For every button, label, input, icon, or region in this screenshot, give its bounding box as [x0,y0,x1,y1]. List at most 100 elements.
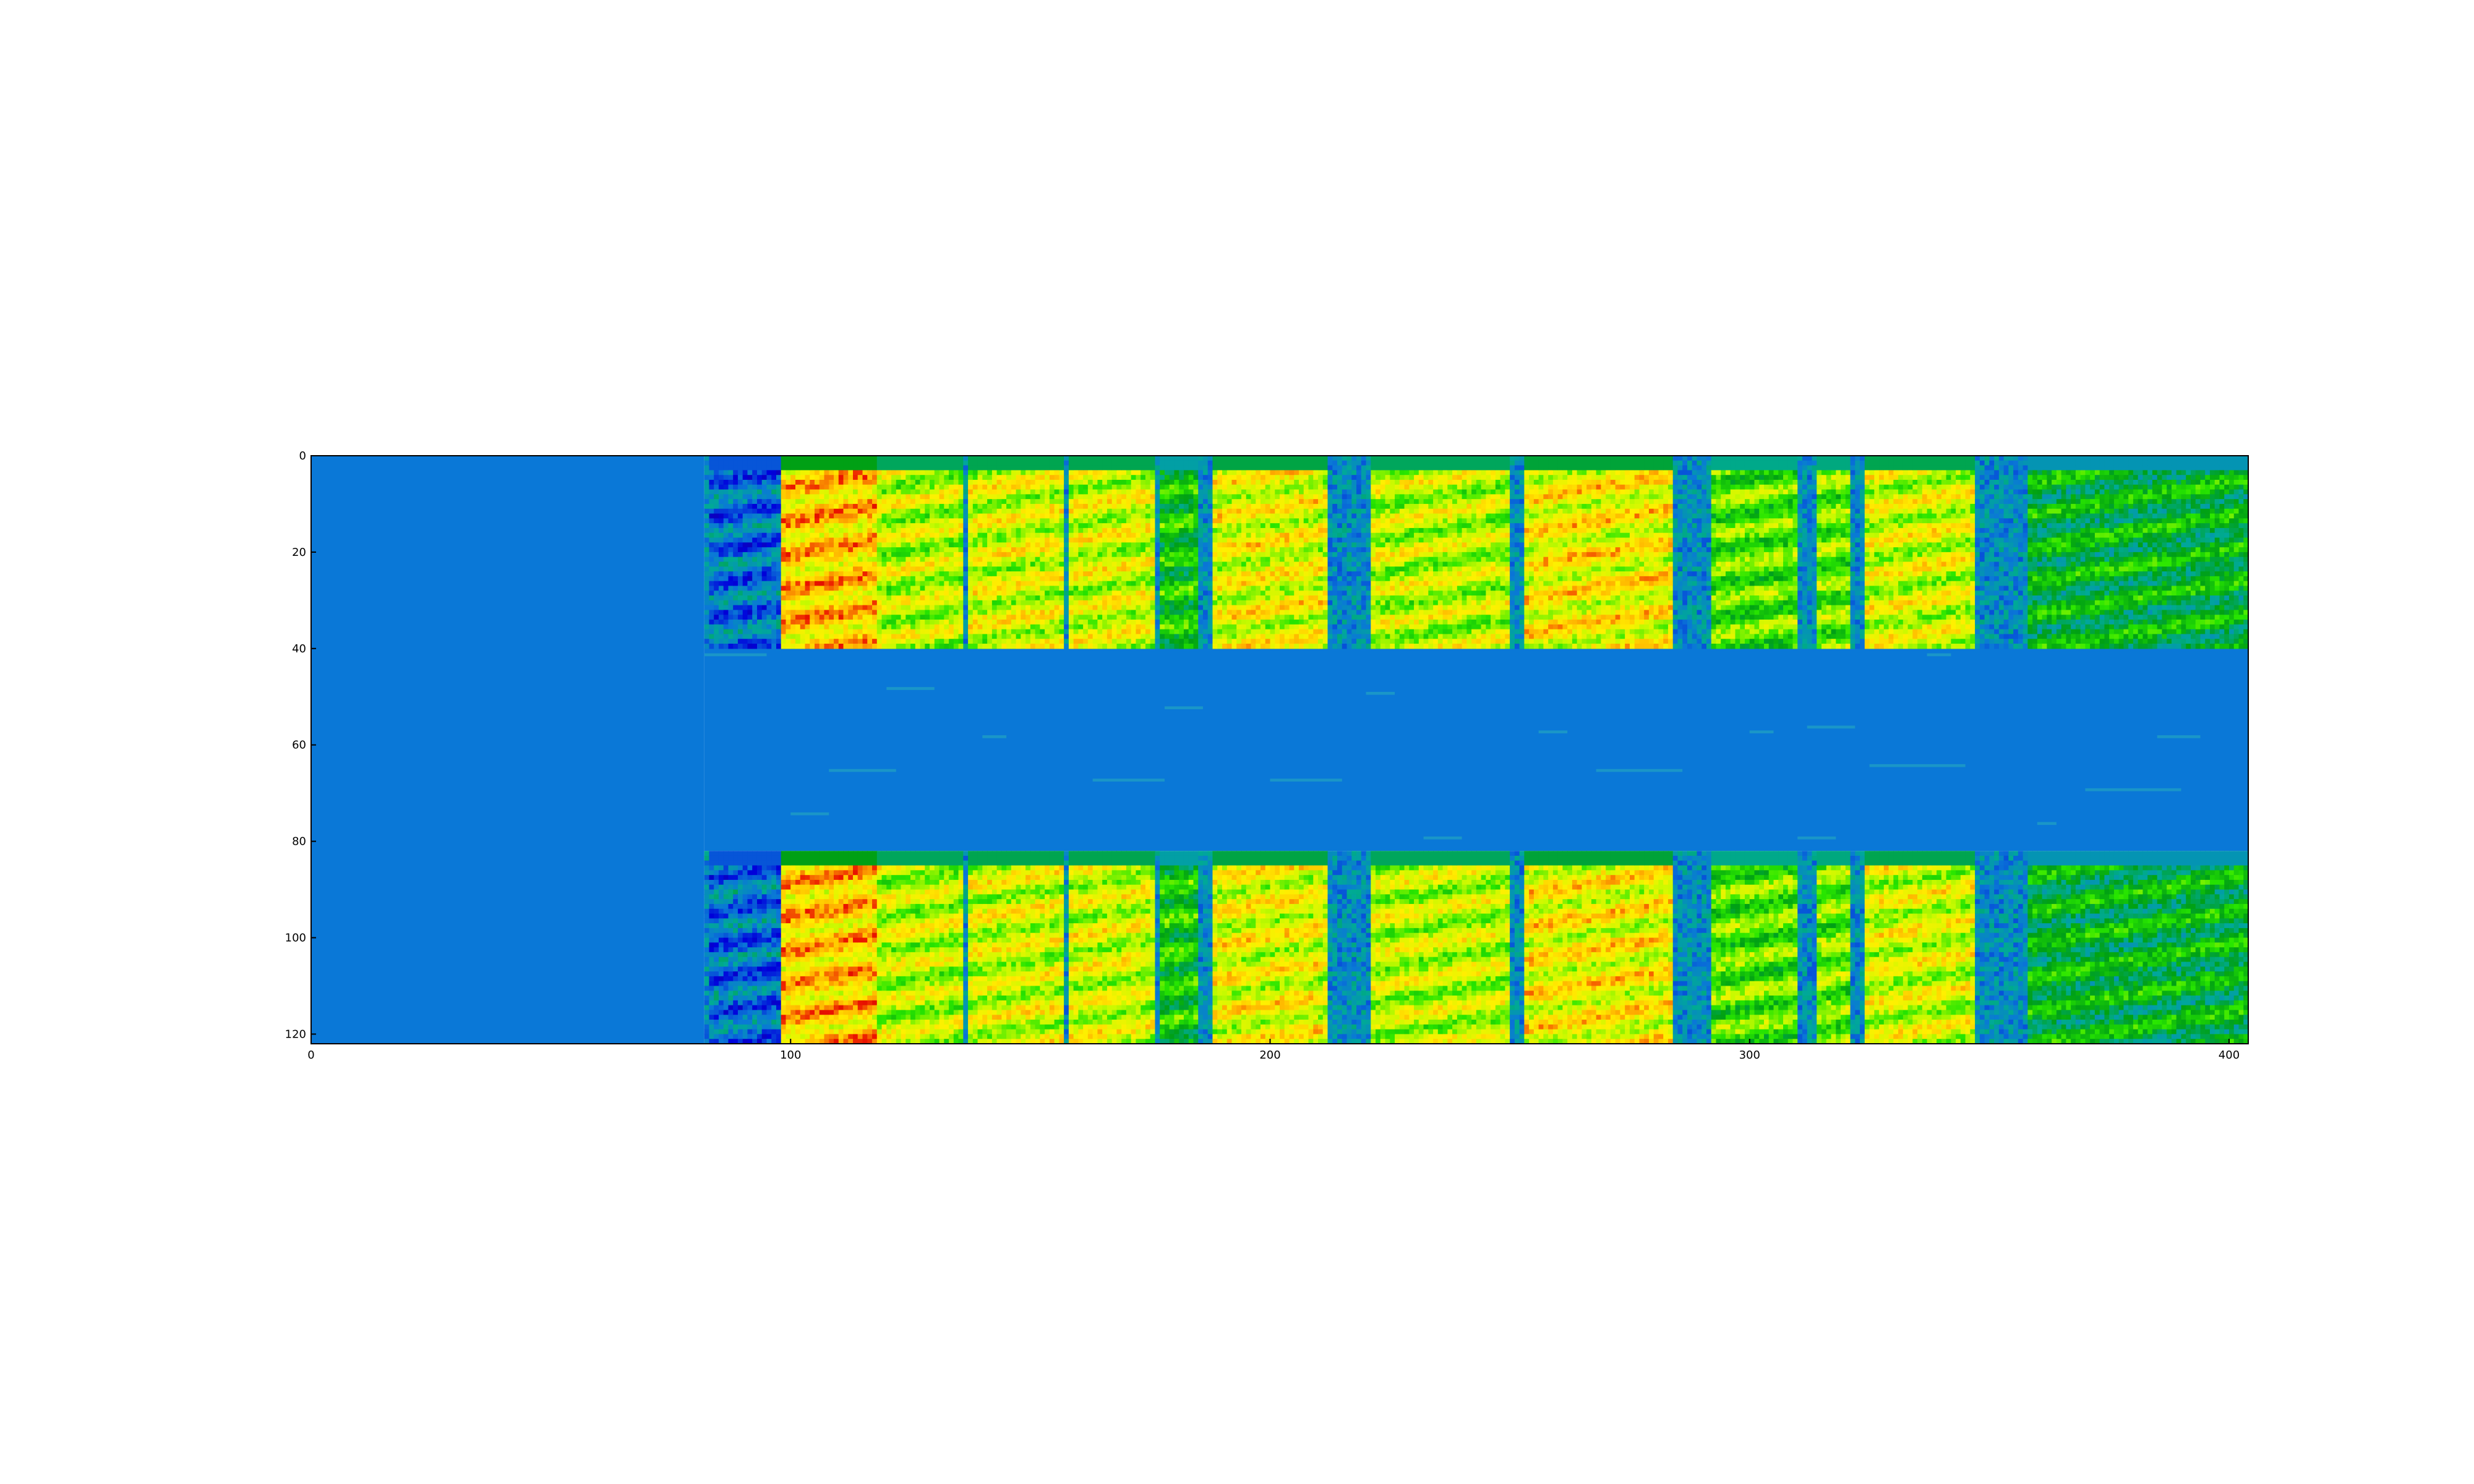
heatmap-cell [743,605,748,610]
heatmap-cell [863,610,868,615]
heatmap-cell [905,625,910,629]
heatmap-cell [839,581,844,586]
heatmap-cell [743,615,748,620]
heatmap-cell [896,518,901,523]
heatmap-cell [820,576,824,581]
heatmap-cell [853,557,858,562]
heatmap-cell [790,634,795,639]
heatmap-cell [905,639,910,644]
heatmap-cell [824,581,829,586]
heatmap-cell [877,466,882,471]
heatmap-cell [844,605,849,610]
heatmap-cell [800,561,805,566]
heatmap-cell [704,475,709,480]
heatmap-cell [891,591,896,595]
heatmap-cell [743,586,748,591]
heatmap-cell [714,557,719,562]
heatmap-cell [752,504,757,509]
heatmap-cell [747,523,752,528]
heatmap-cell [747,528,752,533]
heatmap-cell [762,629,767,634]
heatmap-cell [795,591,800,595]
heatmap-cell [905,466,910,471]
heatmap-cell [872,600,877,605]
heatmap-cell [848,528,853,533]
heatmap-cell [795,561,800,566]
heatmap-cell [882,538,887,543]
heatmap-cell [877,639,882,644]
heatmap-cell [762,571,767,576]
heatmap-cell [747,615,752,620]
heatmap-cell [858,557,863,562]
heatmap-cell [762,504,767,509]
heatmap-cells [311,456,2249,1044]
heatmap-cell [886,504,891,509]
heatmap-cell [901,533,906,538]
heatmap-cell [820,470,824,475]
heatmap-cell [771,639,776,644]
heatmap-cell [829,600,834,605]
heatmap-cell [896,586,901,591]
heatmap-cell [834,639,839,644]
heatmap-cell [728,629,733,634]
heatmap-cell [766,490,771,495]
heatmap-cell [743,509,748,514]
heatmap-cell [810,470,815,475]
heatmap-cell [795,566,800,571]
heatmap-cell [910,456,915,461]
heatmap-cell [714,566,719,571]
heatmap-cell [896,461,901,466]
heatmap-cell [844,552,849,557]
heatmap-cell [790,456,795,461]
heatmap-cell [776,490,781,495]
heatmap-cell [786,620,791,625]
heatmap-cell [719,509,724,514]
heatmap-cell [810,499,815,504]
heatmap-cell [886,480,891,485]
heatmap-cell [858,485,863,490]
heatmap-cell [858,504,863,509]
heatmap-cell [786,615,791,620]
heatmap-cell [829,561,834,566]
heatmap-cell [824,552,829,557]
heatmap-cell [776,605,781,610]
heatmap-cell [886,470,891,475]
heatmap-cell [901,514,906,519]
heatmap-cell [776,538,781,543]
heatmap-cell [901,557,906,562]
heatmap-cell [719,629,724,634]
heatmap-cell [820,600,824,605]
heatmap-cell [704,466,709,471]
heatmap-cell [757,456,762,461]
heatmap-cell [853,586,858,591]
heatmap-cell [891,625,896,629]
heatmap-cell [728,625,733,629]
heatmap-cell [905,547,910,552]
heatmap-cell [709,561,714,566]
heatmap-cell [790,499,795,504]
heatmap-cell [853,456,858,461]
heatmap-cell [824,518,829,523]
heatmap-cell [719,557,724,562]
heatmap-cell [714,523,719,528]
heatmap-cell [709,456,714,461]
heatmap-cell [709,625,714,629]
heatmap-cell [891,523,896,528]
heatmap-cell [824,523,829,528]
heatmap-cell [829,620,834,625]
heatmap-cell [834,518,839,523]
heatmap-cell [882,634,887,639]
heatmap-cell [795,509,800,514]
heatmap-cell [815,494,820,499]
heatmap-cell [915,461,920,466]
heatmap-cell [724,533,729,538]
heatmap-cell [910,466,915,471]
heatmap-cell [820,557,824,562]
heatmap-cell [820,490,824,495]
heatmap-cell [886,576,891,581]
heatmap-cell [738,625,743,629]
heatmap-cell [853,470,858,475]
heatmap-cell [805,605,810,610]
heatmap-cell [867,514,872,519]
heatmap-cell [719,542,724,547]
